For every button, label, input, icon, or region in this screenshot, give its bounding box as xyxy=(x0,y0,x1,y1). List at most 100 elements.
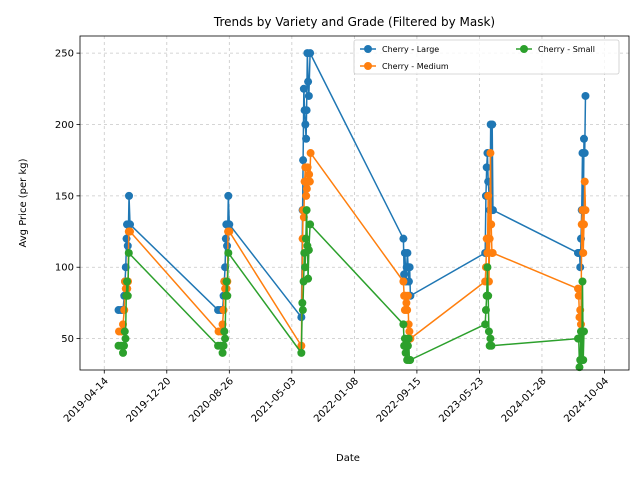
data-point xyxy=(581,91,590,100)
data-point xyxy=(579,220,588,229)
data-point xyxy=(126,227,135,236)
data-point xyxy=(120,306,129,315)
y-tick-label: 200 xyxy=(55,120,74,131)
data-point xyxy=(579,327,588,336)
data-point xyxy=(581,206,590,215)
data-point xyxy=(305,170,314,179)
data-point xyxy=(403,341,412,350)
data-point xyxy=(125,191,134,200)
grid-lines xyxy=(80,36,629,370)
data-point xyxy=(402,298,411,307)
legend-swatch-marker xyxy=(364,62,372,70)
data-point xyxy=(298,306,307,315)
data-point xyxy=(304,274,313,283)
data-point xyxy=(401,348,410,357)
legend-frame xyxy=(353,39,620,75)
data-point xyxy=(486,149,495,158)
data-point xyxy=(302,134,311,143)
legend-label: Cherry - Large xyxy=(382,45,439,54)
data-point xyxy=(579,356,588,365)
data-point xyxy=(485,234,494,243)
data-point xyxy=(403,306,412,315)
y-tick-label: 100 xyxy=(55,263,74,274)
data-point xyxy=(404,334,413,343)
data-point xyxy=(483,263,492,272)
data-point xyxy=(304,246,313,255)
legend-swatch-marker xyxy=(520,45,528,53)
data-point xyxy=(123,241,132,250)
data-point xyxy=(399,234,408,243)
y-tick-label: 250 xyxy=(55,49,74,60)
data-point xyxy=(403,291,412,300)
data-point xyxy=(218,348,227,357)
data-point xyxy=(120,341,129,350)
data-point xyxy=(481,306,490,315)
data-point xyxy=(303,163,312,172)
data-point xyxy=(488,248,497,257)
data-point xyxy=(579,134,588,143)
data-point xyxy=(223,291,232,300)
y-tick-label: 50 xyxy=(61,334,74,345)
data-point xyxy=(301,263,310,272)
legend-swatch-marker xyxy=(364,45,372,53)
data-point xyxy=(486,334,495,343)
data-point xyxy=(299,84,308,93)
series-group xyxy=(114,206,588,372)
data-point xyxy=(302,106,311,115)
chart-title: Trends by Variety and Grade (Filtered by… xyxy=(213,15,495,29)
data-point xyxy=(487,220,496,229)
data-point xyxy=(221,334,230,343)
data-point xyxy=(580,149,589,158)
legend-label: Cherry - Medium xyxy=(382,62,449,71)
data-point xyxy=(225,227,234,236)
data-point xyxy=(297,348,306,357)
x-axis-label: Date xyxy=(336,453,360,464)
series-group xyxy=(114,49,590,322)
data-point xyxy=(123,277,132,286)
data-point xyxy=(123,291,132,300)
data-point xyxy=(306,149,315,158)
data-point xyxy=(224,191,233,200)
data-point xyxy=(574,291,583,300)
data-point xyxy=(406,356,415,365)
data-point xyxy=(484,191,493,200)
data-point xyxy=(487,341,496,350)
data-point xyxy=(220,327,229,336)
legend: Cherry - Large Cherry - Medium Cherry - Sm… xyxy=(353,39,620,75)
data-point xyxy=(119,348,128,357)
data-point xyxy=(573,284,582,293)
series-lines xyxy=(114,49,590,372)
data-point xyxy=(484,277,493,286)
data-point xyxy=(302,206,311,215)
data-point xyxy=(126,220,135,229)
data-point xyxy=(580,177,589,186)
data-point xyxy=(399,277,408,286)
data-point xyxy=(302,184,311,193)
data-point xyxy=(219,341,228,350)
y-tick-label: 150 xyxy=(55,191,74,202)
data-point xyxy=(223,241,232,250)
data-point xyxy=(403,248,412,257)
data-point xyxy=(579,248,588,257)
data-point xyxy=(481,320,490,329)
data-point xyxy=(225,220,234,229)
data-point xyxy=(400,270,409,279)
data-point xyxy=(405,263,414,272)
data-point xyxy=(124,248,133,257)
data-point xyxy=(302,191,311,200)
data-point xyxy=(578,277,587,286)
data-point xyxy=(482,163,491,172)
data-point xyxy=(484,327,493,336)
data-point xyxy=(120,327,129,336)
data-point xyxy=(121,334,130,343)
data-point xyxy=(299,156,308,165)
y-axis-label: Avg Price (per kg) xyxy=(18,158,29,247)
data-point xyxy=(576,263,585,272)
legend-label: Cherry - Small xyxy=(538,45,595,54)
data-point xyxy=(224,248,233,257)
data-point xyxy=(305,177,314,186)
data-point xyxy=(301,120,310,129)
data-point xyxy=(484,291,493,300)
